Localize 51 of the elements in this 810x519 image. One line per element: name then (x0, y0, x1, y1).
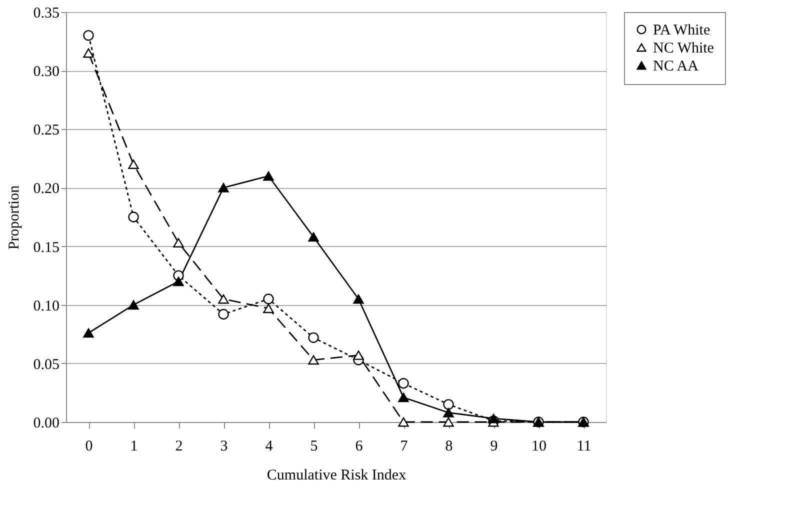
y-tick-label: 0.05 (33, 356, 60, 373)
x-tick-label: 10 (532, 438, 546, 454)
point (263, 304, 274, 314)
x-tick-label: 11 (576, 438, 592, 454)
x-tick-label: 1 (130, 438, 138, 454)
x-tick-label: 7 (400, 438, 408, 454)
point (308, 332, 319, 343)
point (263, 171, 274, 181)
point (488, 414, 499, 424)
legend-label: NC AA (653, 58, 699, 74)
point (398, 392, 409, 402)
point (443, 399, 454, 410)
point (263, 294, 274, 304)
point (443, 417, 454, 427)
point (128, 212, 139, 222)
point (173, 238, 184, 248)
x-tick-label: 4 (265, 438, 274, 454)
y-tick-label: 0.15 (33, 240, 60, 256)
point (353, 294, 364, 304)
x-tick-label: 2 (175, 438, 183, 454)
point (83, 48, 94, 58)
legend-label: NC White (653, 40, 714, 56)
point (128, 160, 139, 169)
point (443, 408, 454, 418)
x-tick-label: 3 (220, 438, 228, 454)
legend-label: PA White (653, 22, 710, 38)
y-tick-label: 0.00 (33, 416, 60, 432)
point (308, 355, 319, 365)
point (128, 300, 139, 310)
y-tick-label: 0.20 (33, 181, 60, 198)
x-tick-label: 6 (355, 438, 364, 454)
y-tick-label: 0.10 (33, 298, 60, 314)
point (218, 308, 229, 320)
x-tick-label: 5 (310, 438, 318, 454)
point (353, 350, 364, 360)
point (173, 276, 184, 286)
y-tick-label: 0.35 (33, 6, 60, 22)
x-tick-label: 8 (445, 438, 453, 454)
point (398, 378, 409, 389)
point (218, 183, 229, 192)
x-tick-label: 0 (85, 438, 93, 454)
y-axis-title: Proportion (6, 184, 22, 250)
point (83, 30, 94, 41)
x-tick-label: 9 (490, 438, 498, 454)
y-tick-label: 0.30 (33, 64, 60, 80)
point (218, 294, 229, 304)
point (308, 232, 319, 242)
x-axis-title: Cumulative Risk Index (266, 468, 407, 484)
y-tick-label: 0.25 (33, 122, 60, 139)
point (398, 417, 409, 427)
point (83, 328, 94, 338)
